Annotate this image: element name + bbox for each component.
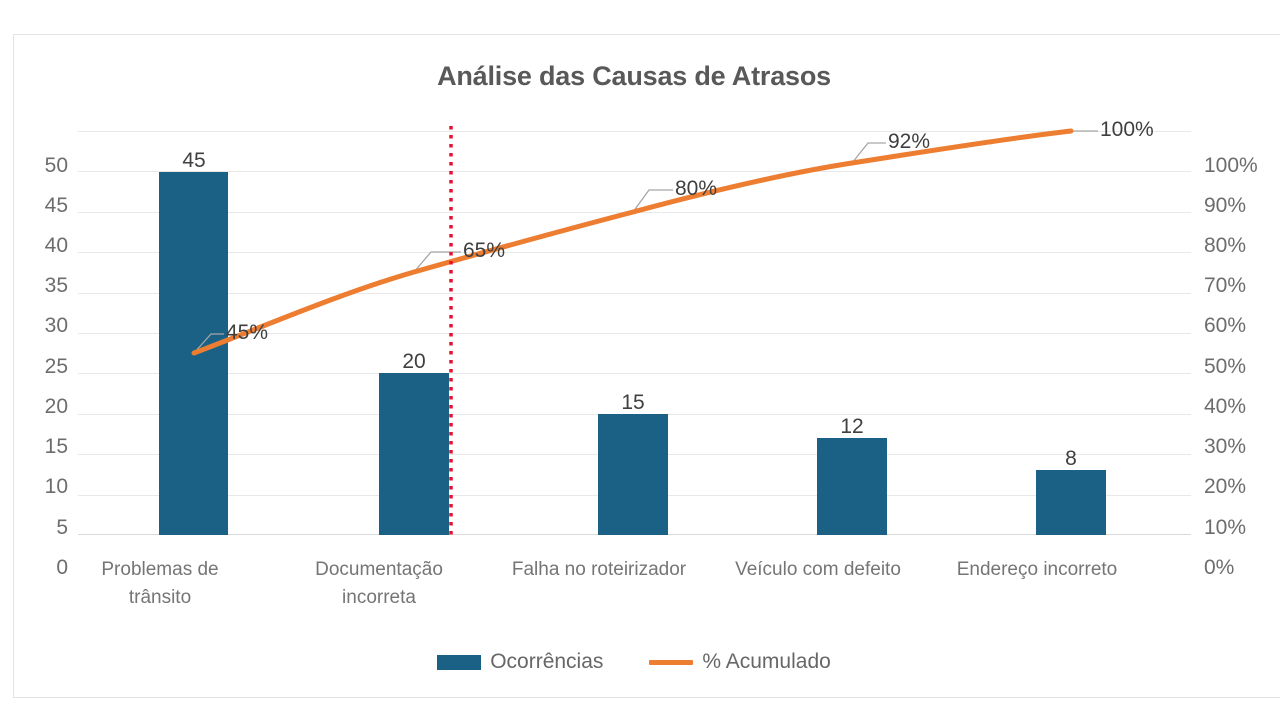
right-axis-tick: 40% xyxy=(1204,395,1247,418)
right-axis-tick: 20% xyxy=(1204,475,1247,498)
legend-label: % Acumulado xyxy=(702,650,831,673)
cumulative-percentage-line[interactable] xyxy=(191,128,1074,356)
leader-line-45 xyxy=(193,333,224,354)
left-axis-tick: 25 xyxy=(44,355,68,378)
gridline xyxy=(78,333,1191,334)
right-axis-tick: 100% xyxy=(1204,154,1258,177)
bar-endereco-incorreto[interactable] xyxy=(1036,470,1106,535)
bar-veiculo-com-defeito[interactable] xyxy=(817,438,887,535)
category-label-documentacao-incorreta: Documentação incorreta xyxy=(315,559,443,608)
category-label-falha-no-roteirizador: Falha no roteirizador xyxy=(511,559,687,580)
left-axis-tick: 30 xyxy=(44,314,68,337)
right-axis-tick: 10% xyxy=(1204,516,1247,539)
leader-line-92 xyxy=(851,142,886,164)
left-axis-tick: 20 xyxy=(44,395,68,418)
gridline xyxy=(78,131,1191,132)
chart-container: Análise das Causas de Atrasos 50 45 40 3… xyxy=(13,34,1280,698)
cumulative-line-chart xyxy=(191,126,1098,535)
percent-label: 45% xyxy=(226,321,269,344)
gridline xyxy=(78,252,1191,253)
legend-label: Ocorrências xyxy=(490,650,604,673)
right-axis-tick: 50% xyxy=(1204,355,1247,378)
percent-label: 65% xyxy=(463,239,506,262)
left-axis-tick: 45 xyxy=(44,194,68,217)
left-axis-tick: 15 xyxy=(44,435,68,458)
left-axis-tick: 40 xyxy=(44,234,68,257)
left-axis-tick: 10 xyxy=(44,475,68,498)
chart-title: Análise das Causas de Atrasos xyxy=(437,61,831,91)
percent-label: 100% xyxy=(1100,118,1154,141)
leader-line-80 xyxy=(632,189,673,213)
left-axis-tick: 35 xyxy=(44,274,68,297)
right-axis-tick: 80% xyxy=(1204,234,1247,257)
chart-legend: Ocorrências % Acumulado xyxy=(14,650,1254,674)
category-label-veiculo-com-defeito: Veículo com defeito xyxy=(735,559,901,580)
line-series-swatch-icon xyxy=(649,659,694,665)
bar-series-swatch-icon xyxy=(437,654,482,670)
bar-value-label: 45 xyxy=(182,149,206,172)
bar-value-label: 12 xyxy=(840,415,864,438)
left-axis-tick: 0 xyxy=(56,556,68,579)
legend-item-ocorrencias[interactable]: Ocorrências xyxy=(437,650,603,674)
category-label-problemas-de-transito: Problemas de trânsito xyxy=(101,559,219,608)
percent-label: 92% xyxy=(888,130,931,153)
bar-value-label: 8 xyxy=(1065,447,1077,470)
bar-falha-no-roteirizador[interactable] xyxy=(598,414,668,535)
right-axis-tick: 30% xyxy=(1204,435,1247,458)
left-axis-tick: 50 xyxy=(44,154,68,177)
right-axis-tick: 70% xyxy=(1204,274,1247,297)
gridline xyxy=(78,171,1191,172)
right-axis-tick: 0% xyxy=(1204,556,1235,579)
category-label-endereco-incorreto: Endereço incorreto xyxy=(956,559,1118,580)
bar-documentacao-incorreta[interactable] xyxy=(379,373,449,535)
left-axis-tick: 5 xyxy=(56,516,68,539)
gridline xyxy=(78,373,1191,374)
bar-value-label: 15 xyxy=(621,391,645,414)
legend-item-acumulado[interactable]: % Acumulado xyxy=(649,650,831,674)
bar-value-label: 20 xyxy=(402,350,426,373)
right-axis-tick: 90% xyxy=(1204,194,1247,217)
percent-label: 80% xyxy=(675,177,718,200)
gridline xyxy=(78,293,1191,294)
plot-area: 45 20 15 12 8 45% 65% 80% 92% 100% xyxy=(78,118,1191,535)
right-axis-tick: 60% xyxy=(1204,314,1247,337)
